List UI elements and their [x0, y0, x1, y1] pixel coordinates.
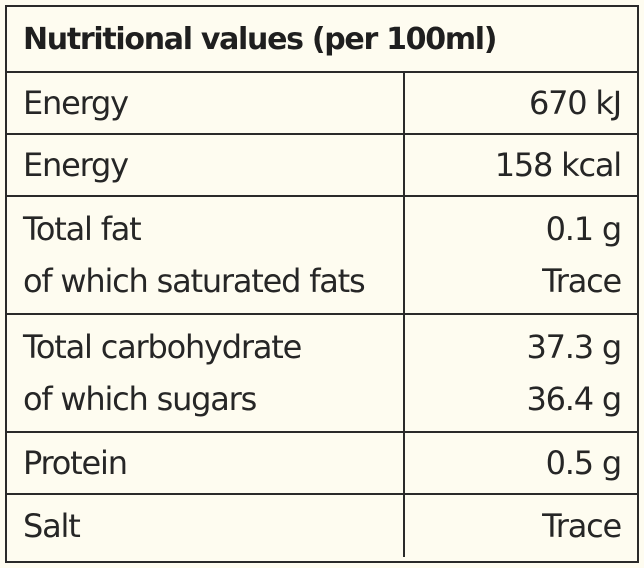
row-value-cell: 0.1 g Trace	[405, 197, 637, 313]
table-row-salt: Salt Trace	[7, 495, 637, 557]
row-value-cell: Trace	[405, 495, 637, 557]
row-value-cell: 37.3 g 36.4 g	[405, 315, 637, 431]
table-row-energy-kj: Energy 670 kJ	[7, 73, 637, 135]
row-label-cell: Energy	[7, 135, 405, 195]
row-label-cell: Protein	[7, 433, 405, 493]
table-row-energy-kcal: Energy 158 kcal	[7, 135, 637, 197]
row-label: Energy	[23, 84, 129, 122]
row-label: Salt	[23, 507, 81, 545]
row-label-cell: Total carbohydrate of which sugars	[7, 315, 405, 431]
row-value-cell: 670 kJ	[405, 73, 637, 133]
row-sublabel: of which sugars	[23, 380, 257, 418]
row-value: Trace	[542, 507, 622, 545]
row-value: 0.1 g	[545, 210, 623, 248]
table-title: Nutritional values (per 100ml)	[7, 7, 637, 73]
row-value: 670 kJ	[528, 84, 622, 122]
table-row-fat: Total fat of which saturated fats 0.1 g …	[7, 197, 637, 315]
row-label-cell: Salt	[7, 495, 405, 557]
nutrition-table: Nutritional values (per 100ml) Energy 67…	[5, 5, 639, 563]
row-value: 37.3 g	[526, 328, 622, 366]
row-sublabel: of which saturated fats	[23, 262, 366, 300]
row-label: Energy	[23, 146, 129, 184]
row-label: Total carbohydrate	[23, 328, 302, 366]
row-label: Protein	[23, 444, 128, 482]
row-label: Total fat	[23, 210, 142, 248]
row-label-cell: Total fat of which saturated fats	[7, 197, 405, 313]
row-label-cell: Energy	[7, 73, 405, 133]
row-value: 158 kcal	[494, 146, 622, 184]
row-subvalue: 36.4 g	[526, 380, 622, 418]
row-value-cell: 0.5 g	[405, 433, 637, 493]
table-row-protein: Protein 0.5 g	[7, 433, 637, 495]
row-subvalue: Trace	[542, 262, 622, 300]
row-value: 0.5 g	[545, 444, 623, 482]
row-value-cell: 158 kcal	[405, 135, 637, 195]
table-row-carbohydrate: Total carbohydrate of which sugars 37.3 …	[7, 315, 637, 433]
